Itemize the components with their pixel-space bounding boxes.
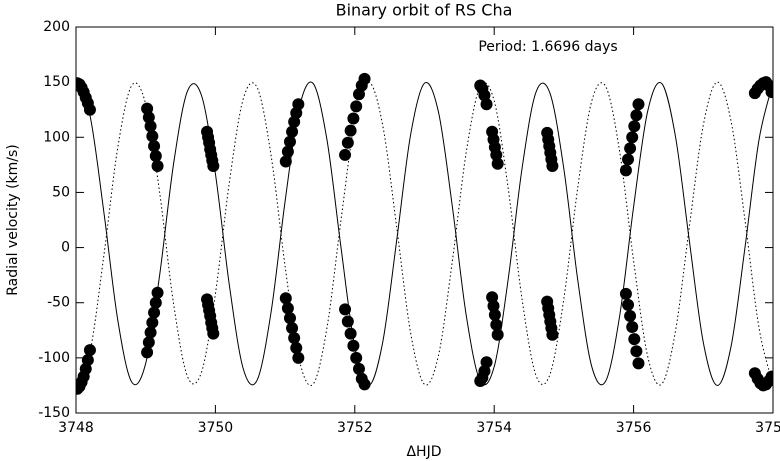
observation [632,357,645,370]
observation [630,109,643,122]
observation [142,336,155,349]
observation [488,308,501,321]
observation [148,306,161,319]
observation [149,150,162,163]
observation [350,100,363,113]
observation [358,378,371,391]
observation [207,159,220,172]
observation [765,86,773,99]
observation [339,148,352,161]
y-tick-label: -50 [47,295,70,311]
observation [281,145,294,158]
y-tick-label: -100 [38,350,70,366]
observation [83,344,96,357]
observation [341,315,354,328]
observation [626,131,639,144]
y-tick-label: 200 [43,19,70,35]
observation [480,98,493,111]
observation [350,351,363,364]
observation [622,153,635,166]
observation [151,159,164,172]
observation [283,135,296,148]
observation [279,292,292,305]
y-axis-label: Radial velocity (km/s) [5,144,21,296]
x-axis-label: ΔHJD [406,444,441,460]
observation [283,312,296,325]
observation [619,287,632,300]
observation [490,148,503,161]
observation [624,142,637,155]
observation [144,326,157,339]
observation [491,328,504,341]
observation [151,286,164,299]
plot-area [76,72,773,395]
observation [546,328,559,341]
observation [290,341,303,354]
observation [486,291,499,304]
observation [146,130,159,143]
y-tick-label: 150 [43,74,70,90]
observation [286,125,299,138]
observation [292,351,305,364]
plot-frame [75,26,774,414]
x-tick-label: 3748 [58,420,94,436]
observation [207,327,220,340]
observation [81,354,94,367]
x-tick-label: 3758 [755,420,780,436]
observation [279,155,292,168]
observation [619,164,632,177]
observation [144,120,157,133]
observation [148,140,161,153]
observation [491,157,504,170]
observation [624,309,637,322]
observation [339,303,352,316]
observation [288,332,301,345]
observation [487,300,500,313]
observation [490,318,503,331]
x-tick-label: 3756 [616,420,652,436]
model-curve [76,81,773,387]
observation [626,320,639,333]
observation [344,327,357,340]
y-tick-label: 50 [52,184,70,200]
observation [281,302,294,315]
observation [765,370,773,383]
observation [286,322,299,335]
y-tick-label: 100 [43,129,70,145]
x-tick-label: 3754 [476,420,512,436]
chart-title: Binary orbit of RS Cha [336,1,513,20]
observation [358,72,371,85]
observation [352,362,365,375]
observation [344,124,357,137]
observation [341,136,354,149]
observation [628,120,641,133]
observation [630,345,643,358]
observation [546,159,559,172]
observation [146,316,159,329]
observation [292,98,305,111]
y-tick-label: 0 [61,240,70,256]
observation [83,103,96,116]
observation [632,98,645,111]
observation [141,346,154,359]
observation [628,333,641,346]
observation [347,112,360,125]
x-tick-label: 3750 [198,420,234,436]
x-tick-label: 3752 [337,420,373,436]
observation [480,356,493,369]
observation [347,339,360,352]
observation [622,298,635,311]
model-curve [76,81,773,386]
annotation: Period: 1.6696 days [478,39,617,55]
y-tick-label: -150 [38,405,70,421]
observation [149,296,162,309]
